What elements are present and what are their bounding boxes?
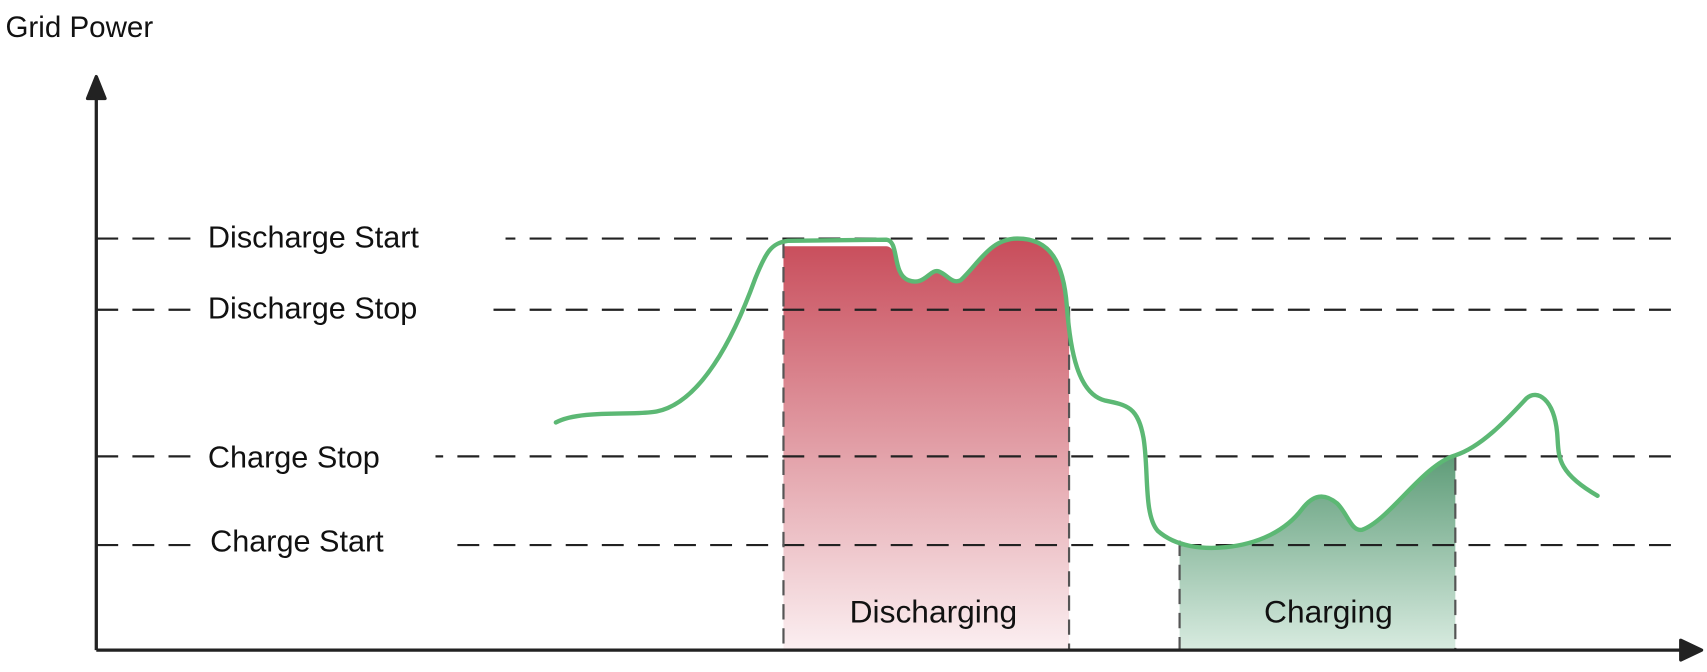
- discharge-start-label: Discharge Start: [208, 220, 420, 254]
- discharging-label: Discharging: [850, 594, 1017, 630]
- y-axis-label: Grid Power: [5, 11, 153, 44]
- x-axis-arrow-icon: [1679, 638, 1704, 662]
- discharge-stop-label: Discharge Stop: [208, 291, 417, 325]
- charging-region: [1179, 455, 1456, 651]
- grid-power-curve: [553, 236, 1600, 551]
- discharging-region: [783, 238, 1070, 651]
- y-axis-arrow-icon: [85, 74, 107, 101]
- charge-start-label: Charge Start: [210, 525, 384, 559]
- charge-stop-label: Charge Stop: [208, 440, 380, 474]
- charging-label: Charging: [1264, 594, 1393, 630]
